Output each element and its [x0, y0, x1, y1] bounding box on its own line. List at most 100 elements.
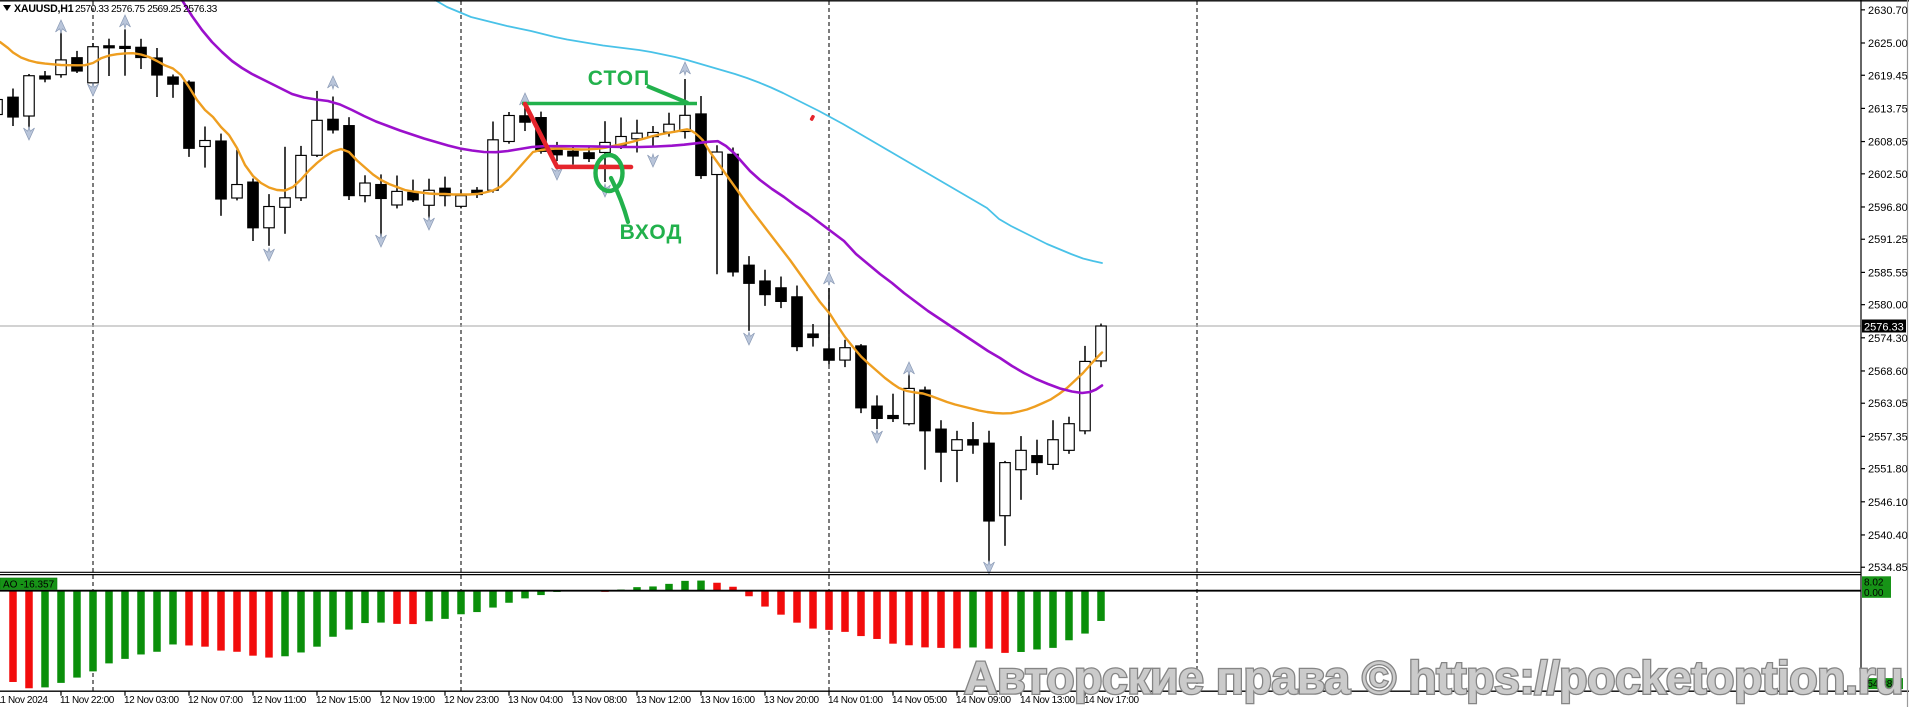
time-axis-label: 13 Nov 16:00 — [700, 695, 756, 706]
candle-body — [135, 46, 147, 59]
fractal-up-arrow — [119, 14, 131, 30]
candle-body — [7, 96, 19, 118]
symbol-period-title: XAUUSD,H1 — [14, 3, 74, 15]
fractal-up-arrow — [55, 19, 67, 35]
price-axis-label: 2596.80 — [1868, 202, 1908, 214]
ao-bar — [137, 590, 145, 655]
candle-body — [967, 439, 979, 446]
candle-body — [1063, 423, 1075, 451]
ao-bar — [889, 590, 897, 644]
price-axis-label: 2563.05 — [1868, 398, 1908, 410]
ao-bar — [329, 590, 337, 637]
ao-bar — [905, 590, 913, 646]
ao-bar — [681, 580, 689, 591]
price-axis-label: 2602.50 — [1868, 169, 1908, 181]
candle-body — [775, 287, 787, 302]
candle-body — [39, 75, 51, 80]
candle-body — [631, 132, 643, 140]
candle-body — [583, 152, 595, 160]
candle-body — [263, 205, 275, 229]
candle-body — [487, 139, 499, 191]
candle-body — [359, 182, 371, 197]
candle-body — [167, 76, 179, 85]
current-price-tag — [1862, 319, 1906, 333]
ma-slowest-cyan-line — [434, 0, 1103, 264]
ao-bar — [425, 590, 433, 622]
candle-body — [55, 59, 67, 76]
ao-bar — [201, 590, 209, 647]
time-axis-label: 12 Nov 15:00 — [316, 695, 372, 706]
ao-bar — [249, 590, 257, 656]
ao-bar — [457, 590, 465, 615]
price-axis-label: 2591.25 — [1868, 234, 1908, 246]
ao-bar — [745, 590, 753, 597]
ao-bar — [345, 590, 353, 630]
ao-bar — [441, 590, 449, 619]
time-axis-label: 13 Nov 20:00 — [764, 695, 820, 706]
candle-body — [311, 119, 323, 156]
ao-bar — [105, 590, 113, 664]
candle-body — [871, 405, 883, 419]
candle-body — [119, 45, 131, 49]
fractal-down-arrow — [263, 246, 275, 262]
price-axis-label: 2540.40 — [1868, 530, 1908, 542]
candle-body — [407, 191, 419, 201]
candle-body — [391, 190, 403, 206]
candle-body — [439, 187, 451, 197]
time-axis-label: 14 Nov 13:00 — [1020, 695, 1076, 706]
ao-bar — [937, 590, 945, 648]
ao-zero-tag-text: 0.00 — [1864, 588, 1884, 599]
stop-label: СТОП — [588, 67, 650, 90]
ao-bar — [809, 590, 817, 629]
ao-bar — [521, 590, 529, 599]
price-axis-label: 2580.00 — [1868, 300, 1908, 312]
fractal-down-arrow — [423, 215, 435, 231]
ao-bar — [25, 590, 33, 689]
fractal-down-arrow — [375, 232, 387, 248]
price-axis-label: 2557.35 — [1868, 431, 1908, 443]
ao-bar — [393, 590, 401, 624]
candle-body — [823, 348, 835, 361]
time-axis-label: 14 Nov 05:00 — [892, 695, 948, 706]
symbol-dropdown-icon[interactable] — [3, 5, 11, 11]
ao-bar — [825, 590, 833, 630]
ao-bar — [665, 583, 673, 591]
time-axis-label: 12 Nov 07:00 — [188, 695, 244, 706]
candle-body — [1015, 449, 1027, 471]
candle-body — [1047, 439, 1059, 465]
candle-body — [151, 57, 163, 76]
ao-label-box — [0, 577, 58, 590]
price-axis-label: 2625.00 — [1868, 38, 1908, 50]
candle-body — [743, 264, 755, 284]
fractal-down-arrow — [23, 125, 35, 141]
ao-bar — [985, 590, 993, 649]
time-axis-label: 12 Nov 23:00 — [444, 695, 500, 706]
ao-bar — [1001, 590, 1009, 653]
time-axis-label: 12 Nov 19:00 — [380, 695, 436, 706]
ao-bar — [41, 590, 49, 688]
time-axis-label: 14 Nov 17:00 — [1084, 695, 1140, 706]
entry-pointer-line — [608, 175, 631, 225]
ao-zero-tag — [1862, 586, 1891, 598]
time-axis-label: 13 Nov 12:00 — [636, 695, 692, 706]
candle-body — [23, 75, 35, 117]
candle-body — [839, 347, 851, 361]
ao-bar — [57, 590, 65, 683]
candle-body — [727, 153, 739, 273]
price-axis-label: 2568.60 — [1868, 366, 1908, 378]
ohlc-values-text: 2570.33 2576.75 2569.25 2576.33 — [75, 4, 218, 15]
ao-bar — [921, 590, 929, 648]
price-axis-label: 2613.75 — [1868, 103, 1908, 115]
candle-body — [567, 150, 579, 157]
ao-bar — [761, 590, 769, 607]
ao-bar — [729, 586, 737, 591]
price-axis-label: 2546.10 — [1868, 497, 1908, 509]
candle-body — [887, 414, 899, 420]
candle-body — [951, 439, 963, 451]
ao-bar — [1097, 590, 1105, 621]
price-axis-label: 2551.80 — [1868, 464, 1908, 476]
candle-body — [551, 148, 563, 156]
candle-body — [423, 189, 435, 206]
